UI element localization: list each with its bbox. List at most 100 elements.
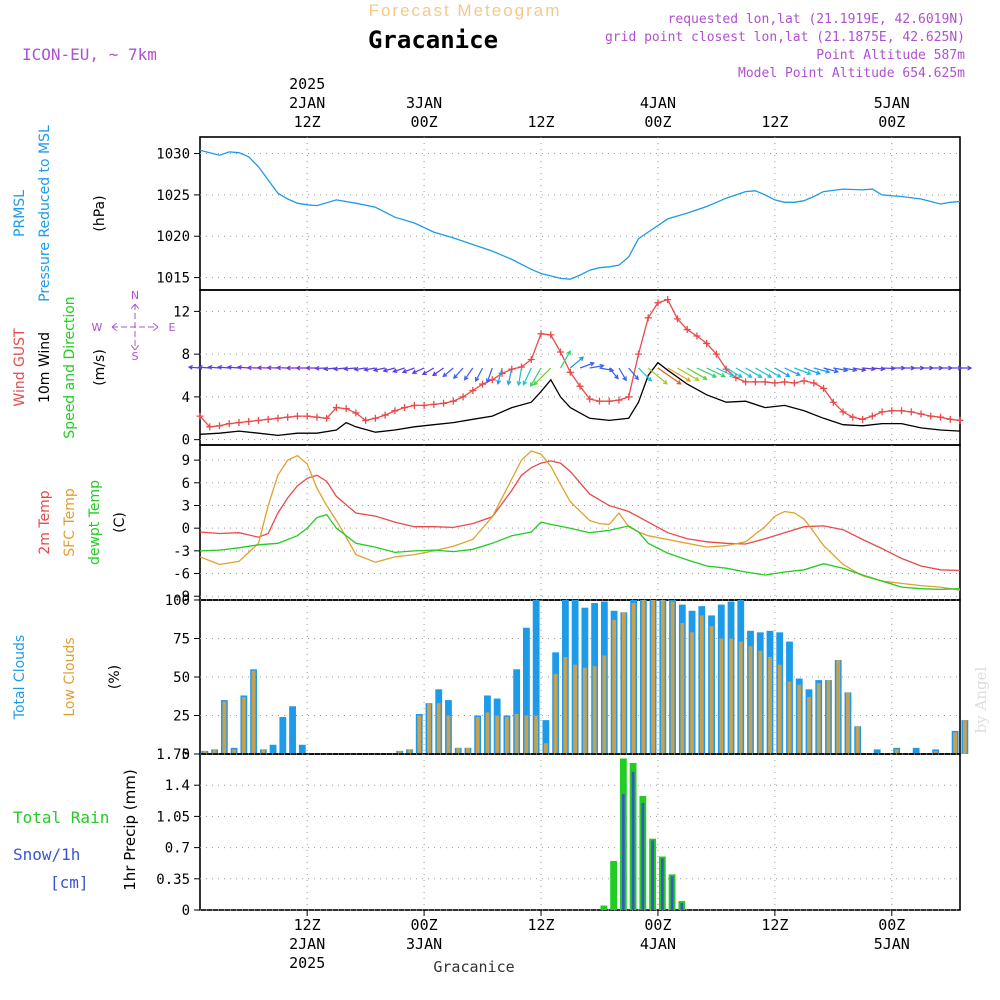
gust-marker [595,397,603,405]
gust-marker [381,411,389,419]
ylabel-temp-1: SFC Temp [62,488,78,557]
wind-arrow [411,367,425,374]
gust-marker [352,409,360,417]
series-line-10m-wind [199,361,961,437]
ytick-label: -9 [173,589,190,605]
bar-low-clouds [816,683,821,754]
ylabel-clouds-0: Total Clouds [12,635,28,720]
bar-total-clouds [873,749,881,754]
bar-low-clouds [475,717,480,754]
gust-marker [274,414,282,422]
ytick-label: 4 [182,390,190,406]
gust-marker [215,422,223,430]
bar-low-clouds [807,697,811,754]
ytick-label: -6 [173,567,190,583]
bottom-time-label: 2JAN [289,935,325,953]
gust-marker [342,405,350,413]
ytick-label: 100 [165,593,190,609]
watermark: by Angel [972,666,990,733]
legend-snow-unit: [cm] [50,873,89,892]
wind-arrow [589,363,605,369]
top-time-label: 2025 [289,75,325,93]
model-label: ICON-EU, ~ 7km [22,45,157,64]
bar-low-clouds [631,603,636,754]
legend-total-rain: Total Rain [13,808,109,827]
ytick-label: 0.35 [156,872,190,888]
panel-frame-temp [199,444,961,601]
gust-marker [391,407,399,415]
wind-arrow [960,365,973,371]
wind-arrow [784,367,801,376]
bottom-time-label: 00Z [411,916,438,934]
bar-snow [631,771,635,910]
bar-low-clouds [592,666,597,754]
gust-marker [625,393,633,401]
gust-marker [781,378,789,386]
wind-arrow [216,364,230,370]
bar-low-clouds [651,600,655,754]
bottom-time-label: 5JAN [874,935,910,953]
gust-marker [615,396,623,404]
wind-arrow [421,367,435,376]
gust-marker [907,408,915,416]
bar-low-clouds [709,626,714,754]
bar-low-clouds [699,615,704,754]
panel-frame-precip [199,753,961,911]
bar-low-clouds [738,641,743,754]
gust-marker [527,355,535,363]
gust-marker [440,399,448,407]
gust-marker [303,412,311,420]
gust-marker [859,415,867,423]
wind-arrow [475,367,484,383]
gust-marker [820,384,828,392]
wind-arrow [266,365,278,371]
bar-total-clouds [289,706,296,754]
gust-marker [371,414,379,422]
bar-low-clouds [407,749,412,754]
wind-arrow [246,365,259,371]
bar-low-clouds [612,620,617,754]
ylabel-temp-2: dewpt Temp [87,480,103,565]
time-axes-group: 20252JAN12Z12Z2JAN20253JAN00Z00Z3JAN12Z1… [289,75,910,972]
gust-marker [586,395,594,403]
series-line-dewpt-temp [199,513,961,591]
gust-marker [225,420,233,428]
gust-marker [264,415,272,423]
ylabel-wind-0: Wind GUST [12,328,28,407]
wind-arrow [608,367,619,380]
compass-s: S [132,350,139,363]
bar-total-clouds [542,720,550,754]
bar-low-clouds [953,732,958,754]
bar-snow [670,876,674,910]
model-altitude: Model Point Altitude 654.625m [738,66,965,81]
gust-marker [771,379,779,387]
ytick-label: 75 [173,632,190,648]
ytick-label: 9 [182,453,190,469]
gust-marker [839,408,847,416]
bar-low-clouds [836,660,841,754]
bar-low-clouds [797,684,802,754]
gust-marker [235,419,243,427]
panel-wind: 0 4 8 12 Wind GUST 10m Wind Speed and Directio… [12,289,973,449]
ytick-label: -3 [173,544,190,560]
gust-marker [644,314,652,322]
ytick-label: 8 [182,347,190,363]
wind-arrow [569,356,585,369]
bar-low-clouds [466,747,470,754]
bar-low-clouds [543,743,548,754]
ylabel-temp-3: (C) [112,512,128,533]
wind-arrow [496,367,503,386]
bar-low-clouds [621,612,626,754]
wind-arrow [735,367,753,378]
panel-temp: -9 -6 -3 0 3 6 9 2m Temp SFC Temp dewpt Temp (C) [37,444,961,605]
gust-marker [323,414,331,422]
ytick-label: 0.7 [165,841,190,857]
bar-low-clouds [417,715,422,754]
series-line-sfc-temp [199,450,961,591]
requested-coords: requested lon,lat (21.1919E, 42.6019N) [668,12,965,27]
app-title: Forecast Meteogram [369,1,562,20]
gust-marker [537,330,545,338]
wind-arrow [343,366,356,372]
bar-rain [600,905,608,910]
gust-marker [937,413,945,421]
